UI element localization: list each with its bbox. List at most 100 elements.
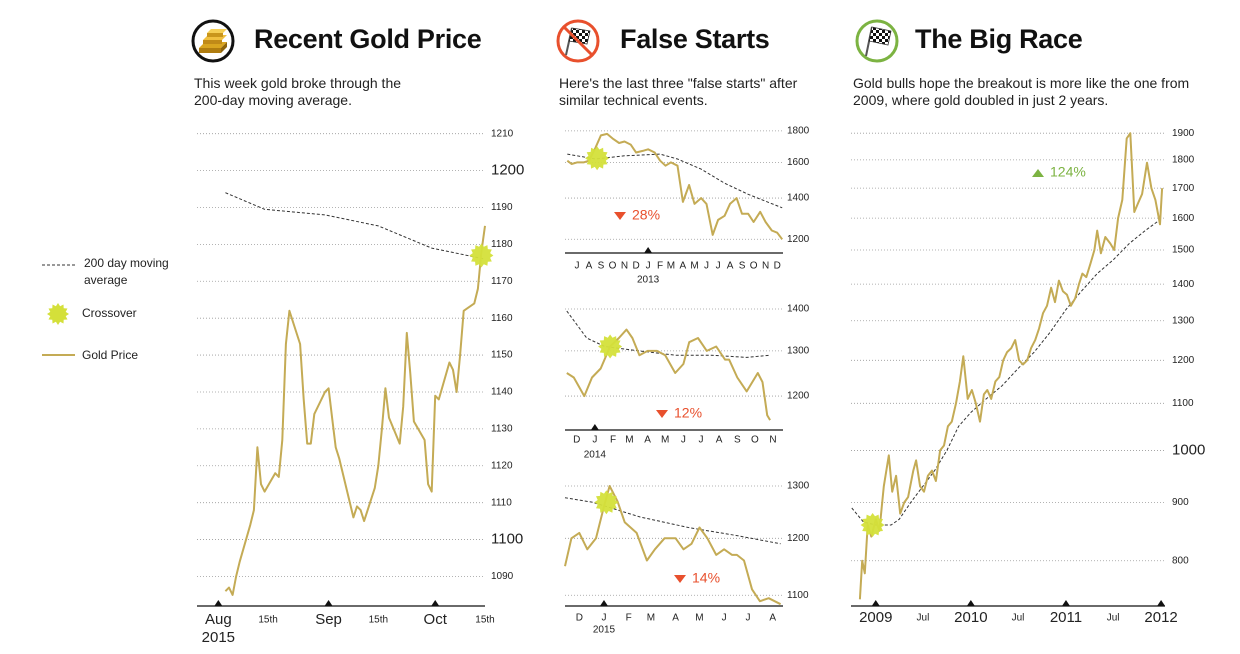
change-arrow — [674, 575, 686, 583]
section-subtitle: Gold bulls hope the breakout is more lik… — [853, 75, 1190, 108]
y-tick-label: 1150 — [491, 350, 513, 361]
legend-swatch-crossover — [47, 303, 69, 325]
legend-label: Gold Price — [82, 348, 139, 362]
moving-average-line — [567, 153, 783, 209]
x-tick-label: Jul — [1107, 613, 1120, 624]
section-subtitle: Here's the last three "false starts" aft… — [559, 75, 798, 108]
gold-price-line — [224, 225, 486, 596]
x-tick-label: M — [667, 261, 675, 272]
year-label: 2015 — [202, 629, 235, 646]
x-tick-label: M — [690, 261, 698, 272]
x-tick-label: M — [661, 435, 669, 446]
y-tick-label: 1200 — [491, 162, 524, 179]
y-tick-label: 1800 — [787, 126, 810, 137]
section-title: False Starts — [620, 24, 770, 54]
y-tick-label: 1600 — [1172, 213, 1195, 224]
change-label: 12% — [674, 405, 702, 421]
x-tick-label: 15th — [475, 615, 494, 626]
y-tick-label: 800 — [1172, 555, 1189, 566]
y-tick-label: 1300 — [1172, 315, 1195, 326]
y-tick-label: 1120 — [491, 460, 513, 471]
change-arrow — [656, 410, 668, 418]
x-tick-label: O — [751, 435, 759, 446]
x-tick-label: O — [750, 261, 758, 272]
x-tick-label: A — [769, 613, 776, 624]
x-tick-label: 2011 — [1050, 609, 1082, 626]
year-tick-mark — [644, 247, 653, 253]
x-tick-label: J — [681, 435, 686, 446]
x-tick-label: N — [769, 435, 776, 446]
x-tick-mark — [214, 600, 223, 606]
y-tick-label: 1160 — [491, 313, 513, 324]
gold-price-line — [566, 328, 771, 421]
section-subtitle: This week gold broke through the 200-day… — [194, 75, 402, 108]
y-tick-label: 1000 — [1172, 441, 1205, 458]
x-tick-label: 2009 — [859, 609, 892, 626]
y-tick-label: 1180 — [491, 239, 513, 250]
moving-average-line — [566, 310, 771, 358]
x-tick-mark — [1061, 600, 1070, 606]
y-tick-label: 1100 — [491, 531, 523, 548]
y-tick-label: 1200 — [1172, 355, 1195, 366]
x-tick-label: J — [646, 261, 651, 272]
legend-label: Crossover — [82, 306, 137, 320]
crossover-marker — [469, 243, 494, 268]
x-tick-label: F — [657, 261, 663, 272]
x-tick-label: 15th — [258, 615, 277, 626]
change-label: 28% — [632, 207, 660, 223]
race-icon — [855, 19, 899, 63]
y-tick-label: 1170 — [491, 276, 513, 287]
crossover-marker — [594, 490, 619, 515]
y-tick-label: 900 — [1172, 497, 1189, 508]
x-tick-label: S — [739, 261, 746, 272]
crossover-marker — [585, 146, 610, 171]
x-tick-label: S — [598, 261, 605, 272]
x-tick-label: Oct — [424, 611, 448, 628]
x-tick-label: D — [774, 261, 781, 272]
x-tick-label: S — [734, 435, 741, 446]
y-tick-label: 1200 — [787, 234, 810, 245]
y-tick-label: 1700 — [1172, 183, 1195, 194]
gold-price-line — [858, 132, 1164, 600]
x-tick-label: O — [609, 261, 617, 272]
x-tick-label: N — [621, 261, 628, 272]
y-tick-label: 1400 — [1172, 279, 1195, 290]
x-tick-label: J — [601, 613, 606, 624]
crossover-marker — [598, 334, 623, 359]
year-label: 2014 — [584, 450, 607, 461]
x-tick-label: J — [716, 261, 721, 272]
change-arrow — [614, 212, 626, 220]
y-tick-label: 1090 — [491, 571, 514, 582]
y-tick-label: 1130 — [491, 424, 513, 435]
year-tick-mark — [590, 424, 599, 430]
section-title: Recent Gold Price — [254, 24, 482, 54]
x-tick-mark — [324, 600, 333, 606]
y-tick-label: 1190 — [491, 202, 513, 213]
change-label: 124% — [1050, 164, 1086, 180]
x-tick-label: Jul — [1012, 613, 1025, 624]
change-label: 14% — [692, 570, 720, 586]
x-tick-label: A — [716, 435, 723, 446]
x-tick-label: F — [626, 613, 632, 624]
false-start-icon — [556, 19, 600, 63]
x-tick-label: J — [592, 435, 597, 446]
x-tick-label: J — [704, 261, 709, 272]
section-title: The Big Race — [915, 24, 1083, 54]
x-tick-label: M — [647, 613, 655, 624]
x-tick-label: 2012 — [1144, 609, 1177, 626]
y-tick-label: 1500 — [1172, 245, 1195, 256]
y-tick-label: 1600 — [787, 157, 810, 168]
x-tick-label: 15th — [369, 615, 388, 626]
y-tick-label: 1100 — [1172, 398, 1194, 409]
x-tick-label: A — [644, 435, 651, 446]
y-tick-label: 1140 — [491, 387, 513, 398]
y-tick-label: 1300 — [787, 481, 810, 492]
y-tick-label: 1110 — [491, 497, 512, 508]
gold-icon — [191, 19, 235, 63]
year-label: 2013 — [637, 275, 660, 286]
x-tick-label: 2010 — [954, 609, 987, 626]
x-tick-label: M — [625, 435, 633, 446]
y-tick-label: 1200 — [787, 533, 810, 544]
y-tick-label: 1100 — [787, 590, 809, 601]
